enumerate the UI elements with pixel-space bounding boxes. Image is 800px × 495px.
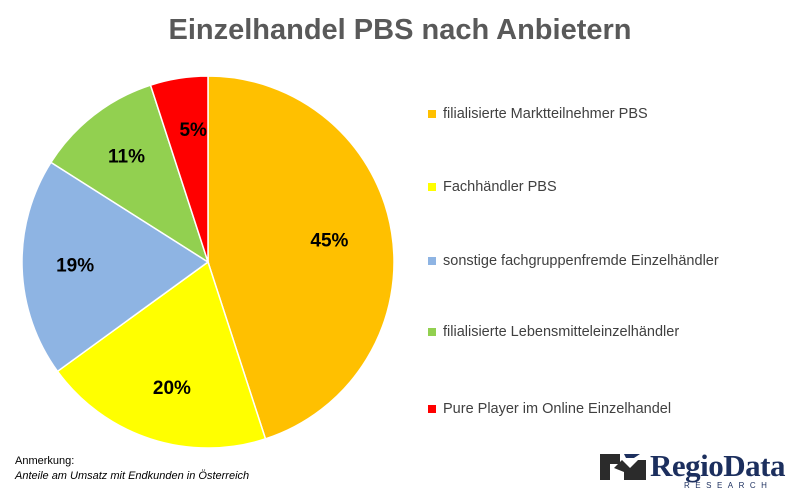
slice-label: 20% xyxy=(153,378,191,399)
legend-swatch xyxy=(428,328,436,336)
pie-slice xyxy=(21,161,210,373)
logo-text: RegioData xyxy=(650,448,785,483)
legend-label: Fachhändler PBS xyxy=(443,179,557,195)
legend-item: filialisierte Marktteilnehmer PBS xyxy=(428,104,648,124)
legend-item: filialisierte Lebensmitteleinzelhändler xyxy=(428,322,679,342)
pie-slice xyxy=(207,75,395,440)
legend-swatch xyxy=(428,110,436,118)
pie-slice xyxy=(56,260,267,449)
legend-swatch xyxy=(428,183,436,191)
legend-label: Pure Player im Online Einzelhandel xyxy=(443,401,672,417)
slice-label: 11% xyxy=(108,146,145,167)
slice-label: 19% xyxy=(56,256,94,277)
legend-swatch xyxy=(428,257,436,265)
regiodata-logo: RegioData RESEARCH xyxy=(600,448,795,492)
slice-label: 5% xyxy=(179,120,207,141)
legend-item: sonstige fachgruppenfremde Einzelhändler xyxy=(428,251,719,271)
legend-swatch xyxy=(428,405,436,413)
legend-item: Pure Player im Online Einzelhandel xyxy=(428,399,671,419)
legend-label: filialisierte Lebensmitteleinzelhändler xyxy=(443,324,680,340)
pie-slice xyxy=(49,84,210,264)
legend-item: Fachhändler PBS xyxy=(428,177,557,197)
legend-label: filialisierte Marktteilnehmer PBS xyxy=(443,106,648,122)
regiodata-logo-icon xyxy=(600,454,646,480)
annotation-note: Anmerkung: Anteile am Umsatz mit Endkund… xyxy=(15,454,249,484)
pie-slice xyxy=(149,75,209,263)
logo-subtext: RESEARCH xyxy=(684,481,773,490)
note-text: Anteile am Umsatz mit Endkunden in Öster… xyxy=(15,470,250,482)
chart-title: Einzelhandel PBS nach Anbietern xyxy=(168,14,632,46)
slice-label: 45% xyxy=(310,231,348,252)
note-heading: Anmerkung: xyxy=(15,455,75,467)
legend-label: sonstige fachgruppenfremde Einzelhändler xyxy=(443,253,719,269)
